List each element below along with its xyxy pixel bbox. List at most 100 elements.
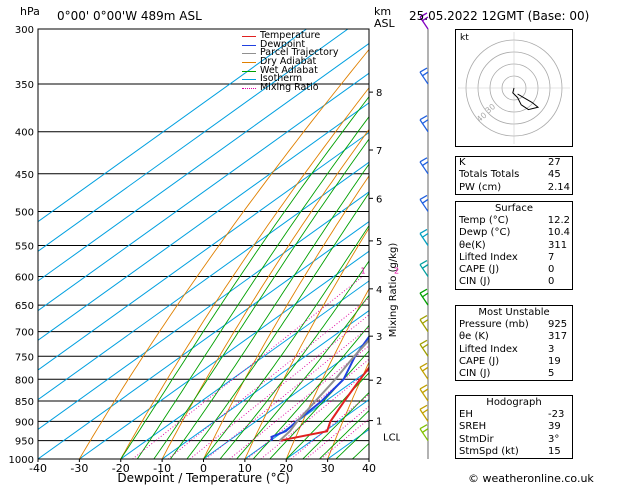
surface-table: Surface Temp (°C) 12.2 Dewp (°C) 10.4 θe(K) 3… (455, 201, 573, 290)
legend-swatch (242, 79, 256, 81)
row-value: 10.4 (547, 227, 570, 239)
datetime-title: 25.05.2022 12GMT (Base: 00) (409, 9, 590, 23)
wind-barb-shaft (419, 428, 429, 442)
row-value: 3 (548, 343, 555, 355)
row-value: -23 (548, 409, 565, 420)
wind-barb-feather (419, 384, 428, 390)
wind-barb-shaft (419, 199, 429, 212)
wind-barb-feather (419, 339, 428, 345)
x-tick-label: 40 (362, 462, 376, 475)
isotherm-line (38, 72, 369, 312)
wind-barb-shaft (419, 366, 429, 380)
mixing-ratio-line (167, 297, 369, 459)
legend-label: Parcel Trajectory (260, 47, 339, 59)
x-axis-title: Dewpoint / Temperature (°C) (117, 471, 289, 485)
surface-row: Temp (°C) 12.2 (456, 215, 572, 227)
wind-barb-shaft (419, 119, 429, 133)
mixing-ratio-line (189, 314, 369, 459)
legend-item: Parcel Trajectory (242, 47, 339, 59)
wind-barb-feather (421, 119, 429, 125)
isotherm-line (285, 399, 369, 459)
temperature-profile (279, 366, 369, 442)
wet-adiabat-line (302, 391, 369, 459)
wet-adiabat-line (269, 350, 369, 459)
wind-barb-feather (421, 343, 429, 349)
row-value: 39 (548, 421, 561, 433)
wet-adiabat-line (219, 260, 369, 459)
wind-barb-shaft (419, 71, 429, 85)
most-unstable-table: Most Unstable Pressure (mb) 925 θe (K) 317 L… (455, 305, 573, 382)
wind-barb-feather (421, 161, 429, 167)
dry-adiabat-line (244, 227, 369, 459)
wet-adiabat-line (120, 96, 369, 459)
surface-row: Dewp (°C) 10.4 (456, 227, 572, 239)
row-label: StmDir (459, 433, 494, 445)
row-label: CAPE (J) (459, 264, 500, 276)
wind-barb-feather (421, 319, 429, 325)
pressure-tick-label: 550 (15, 241, 34, 252)
legend-item: Dry Adiabat (242, 57, 338, 67)
row-value: 15 (548, 445, 561, 457)
pressure-tick-label: 600 (15, 273, 34, 284)
row-value: 0 (548, 276, 555, 288)
pressure-tick-label: 900 (15, 417, 34, 428)
wind-barb-feather (419, 424, 428, 430)
pressure-tick-label: 750 (15, 352, 34, 363)
isotherm-line (38, 102, 369, 341)
hodograph-table: Hodograph EH -23 SREH 39 StmDir 3° StmSpd (kt)… (455, 395, 573, 460)
isotherm-line (244, 369, 369, 459)
mixing-ratio-line (132, 276, 363, 459)
hodograph-heading: Hodograph (486, 397, 542, 408)
legend-swatch (242, 87, 256, 89)
pressure-tick-label: 350 (15, 80, 34, 91)
row-label: EH (459, 409, 473, 420)
row-label: CAPE (J) (459, 355, 500, 367)
wind-barb-feather (421, 366, 429, 372)
wind-barb-shaft (419, 233, 429, 246)
most-unstable-row: Pressure (mb) 925 (456, 319, 572, 331)
dry-adiabat-line (285, 287, 369, 459)
km-unit-label: km (374, 5, 392, 18)
dry-adiabat-line (79, 48, 369, 459)
row-value: 925 (548, 319, 568, 330)
hodograph-ring-label: 30 (484, 102, 498, 115)
hpa-unit-label: hPa (20, 5, 40, 18)
pressure-tick-label: 1000 (9, 455, 34, 466)
wet-adiabat-line (285, 372, 369, 459)
hodo-table-row: EH -23 (456, 409, 572, 421)
wind-barb-feather (419, 115, 428, 121)
wet-adiabat-line (186, 192, 369, 459)
hodo-table-row: StmSpd (kt) 15 (456, 446, 572, 458)
most-unstable-row: CAPE (J) 19 (456, 356, 572, 368)
wind-barb-feather (421, 388, 429, 394)
hodograph-unit-label: kt (460, 33, 469, 43)
x-tick-label: 20 (279, 462, 293, 475)
isotherm-line (38, 42, 369, 282)
legend-label: Isotherm (260, 73, 303, 85)
x-tick-label: 10 (238, 462, 252, 475)
legend-label: Temperature (260, 30, 321, 41)
lcl-label: LCL (383, 433, 400, 444)
wet-adiabat-line (136, 116, 369, 459)
hodograph-trace (512, 87, 540, 111)
legend-swatch (242, 70, 256, 72)
wind-barb-feather (419, 288, 428, 294)
dry-adiabat-line (120, 87, 369, 459)
row-label: Lifted Index (459, 343, 518, 355)
row-value: 311 (548, 239, 568, 251)
isotherm-line (38, 29, 349, 252)
wind-barb-column (419, 12, 429, 459)
dewpoint-profile (270, 335, 369, 441)
x-tick-label: -10 (153, 462, 171, 475)
pressure-tick-label: 800 (15, 375, 34, 386)
km-tick-label: 2 (376, 376, 382, 387)
skew-t-diagram: 1234681016202530035040045050055060065070… (9, 25, 400, 485)
wind-barb-feather (419, 362, 428, 368)
mixing-ratio-label: 1 (360, 267, 365, 276)
mixing-ratio-line (229, 345, 369, 459)
wind-barb-feather (419, 228, 428, 235)
isotherm-line (38, 131, 369, 371)
row-value: 12.2 (547, 215, 570, 226)
wet-adiabat-line (203, 224, 369, 459)
wind-barb-feather (421, 71, 429, 77)
